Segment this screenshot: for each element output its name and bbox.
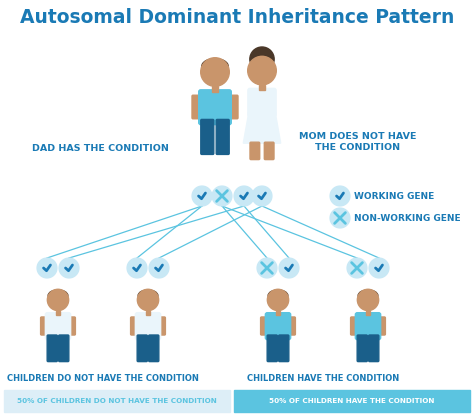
FancyBboxPatch shape xyxy=(365,310,371,315)
FancyBboxPatch shape xyxy=(201,119,214,155)
FancyBboxPatch shape xyxy=(357,335,367,362)
Circle shape xyxy=(47,289,69,310)
Text: CHILDREN HAVE THE CONDITION: CHILDREN HAVE THE CONDITION xyxy=(247,373,399,383)
FancyBboxPatch shape xyxy=(227,95,238,119)
Ellipse shape xyxy=(268,290,288,301)
FancyBboxPatch shape xyxy=(259,85,265,91)
Text: DAD HAS THE CONDITION: DAD HAS THE CONDITION xyxy=(32,143,168,153)
FancyBboxPatch shape xyxy=(146,310,150,315)
Circle shape xyxy=(330,186,350,206)
Text: NON-WORKING GENE: NON-WORKING GENE xyxy=(354,214,461,222)
Circle shape xyxy=(250,47,274,71)
Text: WORKING GENE: WORKING GENE xyxy=(354,191,434,201)
Circle shape xyxy=(257,258,277,278)
FancyBboxPatch shape xyxy=(157,317,165,335)
FancyBboxPatch shape xyxy=(234,390,470,412)
FancyBboxPatch shape xyxy=(131,317,139,335)
Circle shape xyxy=(357,289,379,310)
Circle shape xyxy=(127,258,147,278)
Circle shape xyxy=(252,186,272,206)
FancyBboxPatch shape xyxy=(46,313,71,340)
Circle shape xyxy=(192,186,212,206)
FancyBboxPatch shape xyxy=(41,317,49,335)
FancyBboxPatch shape xyxy=(149,335,159,362)
Ellipse shape xyxy=(48,290,68,301)
FancyBboxPatch shape xyxy=(248,88,276,116)
FancyBboxPatch shape xyxy=(261,317,269,335)
Circle shape xyxy=(137,289,159,310)
FancyBboxPatch shape xyxy=(47,335,57,362)
FancyBboxPatch shape xyxy=(216,119,229,155)
FancyBboxPatch shape xyxy=(351,317,359,335)
FancyBboxPatch shape xyxy=(279,335,289,362)
FancyBboxPatch shape xyxy=(67,317,75,335)
Circle shape xyxy=(248,56,276,85)
Text: Autosomal Dominant Inheritance Pattern: Autosomal Dominant Inheritance Pattern xyxy=(20,8,454,27)
FancyBboxPatch shape xyxy=(192,95,203,119)
Circle shape xyxy=(201,58,229,86)
FancyBboxPatch shape xyxy=(264,142,274,160)
FancyBboxPatch shape xyxy=(377,317,385,335)
Circle shape xyxy=(212,186,232,206)
FancyBboxPatch shape xyxy=(369,335,379,362)
Circle shape xyxy=(347,258,367,278)
Text: MOM DOES NOT HAVE
THE CONDITION: MOM DOES NOT HAVE THE CONDITION xyxy=(299,132,417,153)
Circle shape xyxy=(369,258,389,278)
Text: CHILDREN DO NOT HAVE THE CONDITION: CHILDREN DO NOT HAVE THE CONDITION xyxy=(7,373,199,383)
Ellipse shape xyxy=(202,59,228,74)
Ellipse shape xyxy=(138,290,158,301)
FancyBboxPatch shape xyxy=(59,335,69,362)
FancyBboxPatch shape xyxy=(212,86,219,92)
Circle shape xyxy=(149,258,169,278)
FancyBboxPatch shape xyxy=(137,335,147,362)
Circle shape xyxy=(267,289,289,310)
Text: 50% OF CHILDREN HAVE THE CONDITION: 50% OF CHILDREN HAVE THE CONDITION xyxy=(269,398,435,404)
FancyBboxPatch shape xyxy=(275,310,281,315)
Ellipse shape xyxy=(358,290,378,301)
FancyBboxPatch shape xyxy=(250,142,260,160)
FancyBboxPatch shape xyxy=(4,390,230,412)
FancyBboxPatch shape xyxy=(55,310,61,315)
FancyBboxPatch shape xyxy=(267,335,277,362)
FancyBboxPatch shape xyxy=(356,313,381,340)
Circle shape xyxy=(37,258,57,278)
Circle shape xyxy=(330,208,350,228)
FancyBboxPatch shape xyxy=(265,313,291,340)
FancyBboxPatch shape xyxy=(287,317,295,335)
FancyBboxPatch shape xyxy=(199,90,231,124)
Circle shape xyxy=(59,258,79,278)
Text: 50% OF CHILDREN DO NOT HAVE THE CONDITION: 50% OF CHILDREN DO NOT HAVE THE CONDITIO… xyxy=(17,398,217,404)
Circle shape xyxy=(279,258,299,278)
FancyBboxPatch shape xyxy=(136,313,161,340)
Circle shape xyxy=(234,186,254,206)
Polygon shape xyxy=(243,112,281,143)
